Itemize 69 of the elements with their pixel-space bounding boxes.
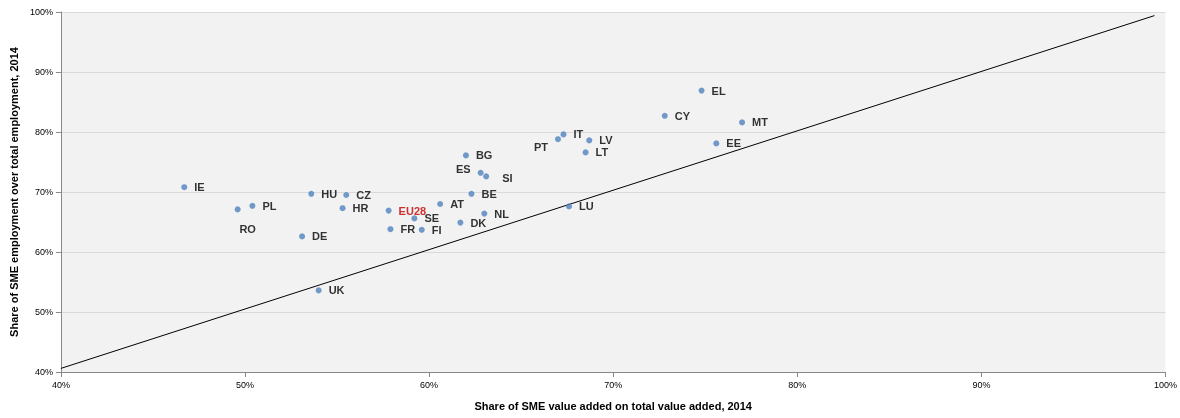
y-axis-title: Share of SME employment over total employment, 2014 — [7, 46, 20, 337]
point — [181, 184, 188, 191]
y-tick-label: 60% — [34, 247, 53, 257]
y-tick-label: 70% — [34, 187, 53, 197]
y-tick-label: 40% — [34, 367, 53, 377]
point — [481, 210, 488, 217]
data-label: AT — [450, 198, 465, 210]
data-label: DE — [312, 230, 328, 243]
point — [315, 287, 322, 294]
data-label: LU — [579, 200, 594, 213]
data-label: HU — [321, 187, 338, 200]
y-tick-label: 90% — [34, 67, 53, 77]
data-label: PL — [262, 199, 277, 212]
point — [713, 140, 720, 147]
data-label: ES — [455, 162, 471, 175]
y-tick-label: 100% — [29, 7, 53, 17]
data-label: BE — [481, 187, 497, 200]
point — [661, 112, 668, 119]
point — [339, 205, 346, 212]
data-label: BG — [475, 149, 493, 162]
point — [566, 203, 573, 210]
x-tick-label: 70% — [604, 379, 623, 390]
point — [299, 233, 306, 240]
point — [477, 169, 484, 176]
x-tick-label: 50% — [236, 379, 255, 390]
point — [582, 149, 589, 156]
data-label: FR — [400, 223, 416, 236]
x-tick-label: 40% — [51, 379, 70, 390]
point — [343, 192, 350, 198]
data-label: PT — [533, 141, 549, 154]
x-axis-title: Share of SME value added on total value added, 2014 — [474, 399, 753, 412]
data-label: CY — [674, 109, 691, 122]
data-label: DK — [470, 216, 487, 229]
point — [418, 226, 425, 233]
point — [739, 119, 746, 126]
point — [387, 226, 394, 233]
y-tick-label: 50% — [34, 307, 53, 317]
x-tick-label: 100% — [1153, 379, 1178, 390]
data-label: EL — [711, 84, 726, 97]
data-label: MT — [752, 116, 769, 129]
point — [698, 87, 705, 94]
x-tick-label: 90% — [972, 379, 991, 390]
point — [462, 152, 469, 159]
data-label: LT — [595, 146, 609, 159]
point — [554, 136, 561, 143]
point — [234, 206, 241, 213]
point — [411, 215, 418, 222]
point — [457, 219, 464, 226]
data-label: IE — [194, 181, 205, 194]
point — [385, 207, 392, 214]
point — [586, 137, 593, 144]
data-label: HR — [352, 202, 369, 215]
point — [437, 201, 444, 207]
x-tick-label: 80% — [788, 379, 807, 390]
data-label: UK — [328, 284, 345, 297]
data-label: IT — [573, 128, 584, 141]
y-tick-label: 80% — [34, 127, 53, 137]
data-label: FI — [431, 223, 442, 236]
data-label: RO — [239, 222, 257, 235]
point — [249, 202, 256, 209]
data-label: CZ — [356, 189, 372, 201]
point — [308, 190, 315, 197]
data-label: NL — [494, 207, 510, 220]
data-label: LV — [599, 134, 614, 147]
x-tick-label: 60% — [420, 379, 439, 390]
point — [468, 190, 475, 197]
data-label: EE — [726, 137, 741, 150]
point — [483, 173, 490, 180]
data-label: SI — [502, 172, 513, 185]
